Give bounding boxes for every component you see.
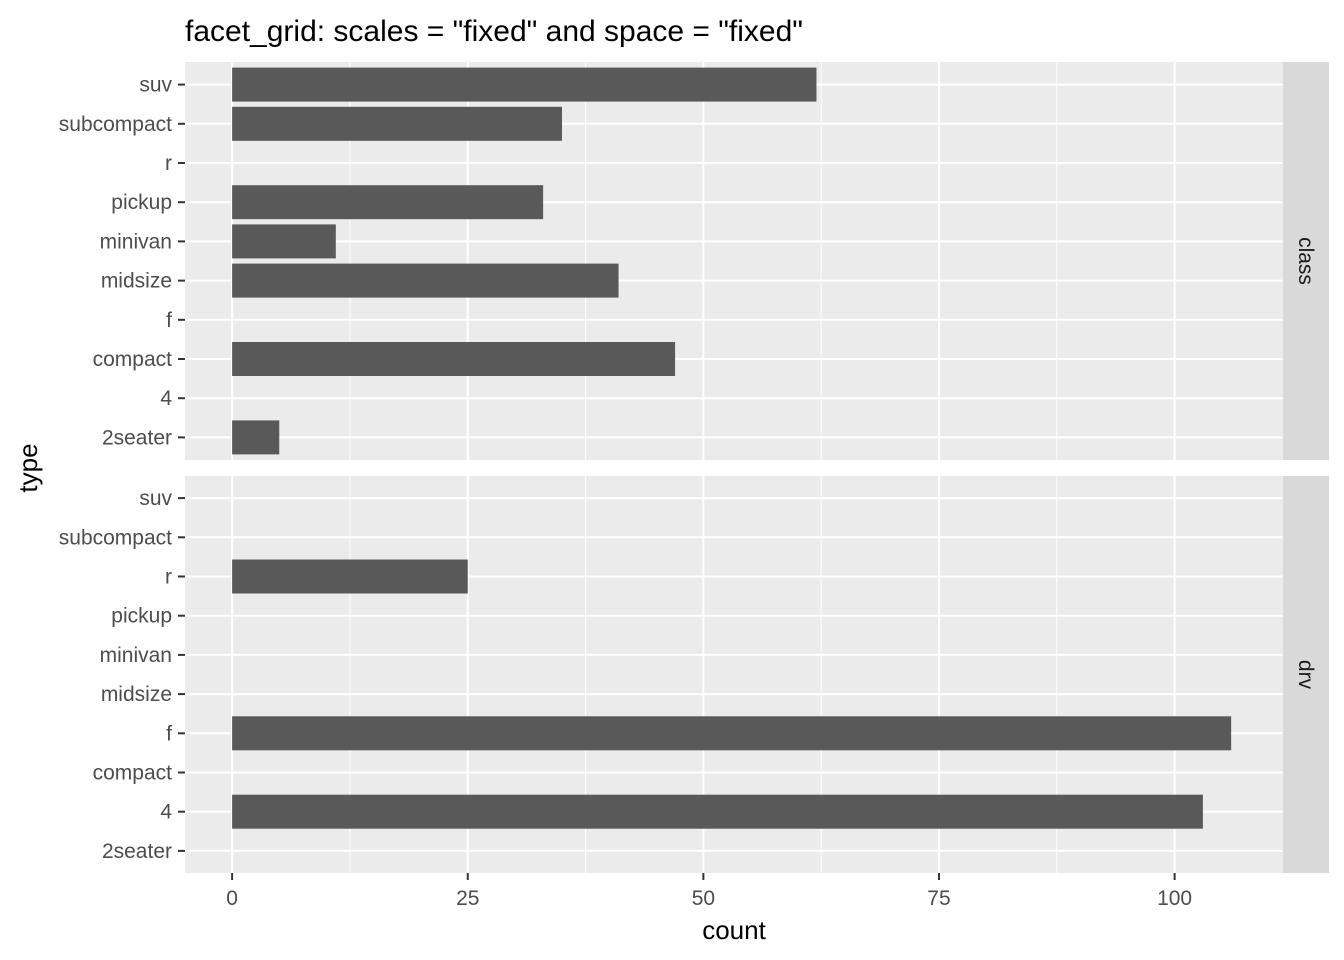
x-axis-title: count — [702, 915, 766, 945]
bar-class-subcompact — [232, 106, 562, 141]
bar-drv-4 — [232, 794, 1203, 829]
y-tick-label: 2seater — [102, 426, 172, 449]
facet-panel-drv: 2seater 4 compact f midsize minivan pickup r sub… — [59, 476, 1329, 873]
x-tick-label: 100 — [1157, 887, 1192, 910]
bar-class-2seater — [232, 420, 280, 455]
bar-class-midsize — [232, 263, 619, 298]
y-tick-label: compact — [93, 348, 173, 371]
bar-class-compact — [232, 342, 676, 376]
bar-class-minivan — [232, 224, 336, 259]
facet-strip — [1283, 62, 1329, 460]
y-tick-label: midsize — [101, 683, 172, 706]
y-tick-label: r — [165, 566, 172, 589]
y-tick-label: subcompact — [59, 526, 172, 549]
y-tick-label: 2seater — [102, 840, 172, 863]
y-tick-label: minivan — [100, 230, 172, 253]
bar-drv-r — [232, 559, 468, 594]
bar-drv-f — [232, 716, 1232, 751]
y-tick-label: pickup — [111, 605, 172, 628]
bar-class-suv — [232, 67, 817, 102]
y-tick-label: pickup — [111, 191, 172, 214]
y-tick-label: 4 — [160, 387, 172, 410]
facet-strip-label: class — [1294, 237, 1317, 285]
y-tick-label: subcompact — [59, 113, 172, 136]
facet-panel-class: 2seater 4 compact f midsize minivan pickup r sub… — [59, 62, 1329, 460]
x-axis: 0 25 50 75 100 — [226, 873, 1192, 910]
y-tick-label: suv — [139, 74, 172, 97]
y-tick-label: f — [166, 722, 172, 745]
bar-class-pickup — [232, 185, 544, 220]
y-tick-label: minivan — [100, 644, 172, 667]
y-tick-label: f — [166, 309, 172, 332]
y-tick-label: r — [165, 152, 172, 175]
y-tick-label: compact — [93, 762, 173, 785]
x-tick-label: 75 — [927, 887, 950, 910]
y-tick-label: suv — [139, 487, 172, 510]
x-tick-label: 25 — [456, 887, 479, 910]
y-tick-label: 4 — [160, 801, 172, 824]
facet-strip — [1283, 476, 1329, 873]
y-tick-label: midsize — [101, 270, 172, 293]
x-tick-label: 50 — [692, 887, 715, 910]
chart-title: facet_grid: scales = "fixed" and space =… — [185, 15, 803, 48]
y-axis-title: type — [13, 443, 43, 492]
facet-panels: 2seater 4 compact f midsize minivan pickup r sub… — [59, 62, 1329, 873]
facet-strip-label: drv — [1294, 660, 1317, 690]
x-tick-label: 0 — [226, 887, 238, 910]
